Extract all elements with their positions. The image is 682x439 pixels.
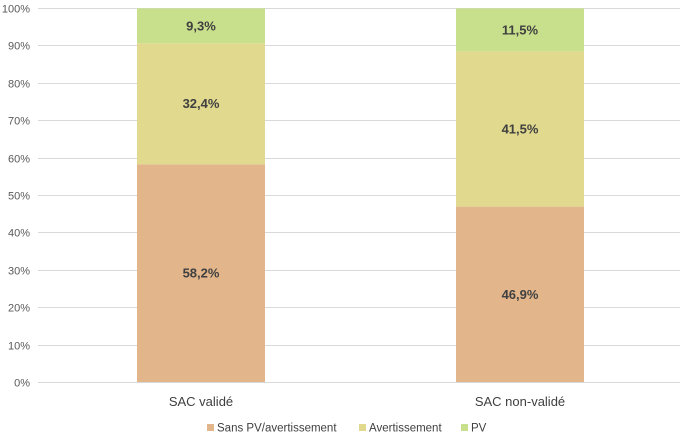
legend-swatch	[207, 424, 214, 431]
bars: 58,2% 32,4% 9,3% 46,9% 41,5% 11,5%	[137, 8, 584, 382]
x-axis: SAC validé SAC non-validé	[38, 382, 680, 409]
bar-segment	[137, 43, 265, 165]
data-label: 11,5%	[502, 22, 539, 37]
y-tick-label: 70%	[8, 116, 30, 128]
bar-segment	[137, 164, 265, 382]
y-tick-label: 40%	[8, 228, 30, 240]
data-label: 46,9%	[502, 287, 539, 302]
y-tick-label: 90%	[8, 41, 30, 53]
category-label: SAC validé	[169, 394, 233, 409]
category-label: SAC non-validé	[475, 394, 565, 409]
legend-label: Avertissement	[369, 423, 442, 435]
data-label: 9,3%	[186, 18, 216, 33]
bar-segment	[456, 8, 584, 52]
y-tick-label: 30%	[8, 266, 30, 278]
legend-label: Sans PV/avertissement	[217, 423, 337, 435]
y-tick-label: 50%	[8, 191, 30, 203]
y-tick-label: 20%	[8, 303, 30, 315]
legend-label: PV	[471, 423, 487, 435]
data-label: 32,4%	[183, 96, 220, 111]
bar-segment	[456, 51, 584, 207]
bar-segment	[456, 206, 584, 382]
y-tick-label: 80%	[8, 79, 30, 91]
legend-swatch	[359, 424, 366, 431]
legend-swatch	[461, 424, 468, 431]
y-tick-label: 10%	[8, 341, 30, 353]
data-label: 58,2%	[183, 266, 220, 281]
y-tick-label: 0%	[14, 378, 30, 390]
bar-segment	[137, 8, 265, 44]
y-tick-label: 100%	[2, 4, 30, 16]
legend: Sans PV/avertissement Avertissement PV	[207, 423, 487, 435]
y-tick-label: 60%	[8, 154, 30, 166]
data-label: 41,5%	[502, 121, 539, 136]
y-axis: 0% 10% 20% 30% 40% 50% 60% 70% 80% 90% 100%	[2, 4, 30, 390]
